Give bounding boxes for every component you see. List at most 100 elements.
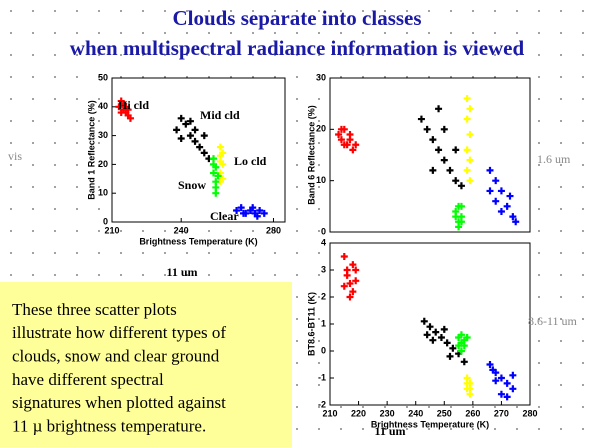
scatter-point [457,202,465,210]
note-line: signatures when plotted against [12,393,226,412]
scatter-point [209,160,217,168]
scatter-point [337,136,345,144]
annotation: Hi cld [118,98,149,112]
scatter-point [512,218,520,226]
scatter-point [497,390,505,398]
y-tick-label: -2 [318,399,326,409]
scatter-point [249,204,257,212]
scatter-point [455,223,463,231]
x-tick-label: 240 [408,408,423,418]
scatter-point [509,371,517,379]
x-caption: 11 um [374,424,405,438]
scatter-point [466,177,474,185]
scatter-point [423,331,431,339]
scatter-point [346,280,354,287]
y-tick-label: -1 [318,372,326,382]
scatter-point [492,377,500,385]
x-tick-label: 230 [380,408,395,418]
scatter-point [460,358,468,366]
x-axis-label: Brightness Temperature (K) [371,419,489,429]
scatter-point [186,117,194,125]
scatter-point [497,207,505,215]
y-axis-label: BT8.6-BT11 (K) [306,292,316,356]
scatter-point [349,146,357,154]
scatter-point [214,172,222,180]
slide-title: Clouds separate into classes [172,6,421,30]
scatter-point [200,132,208,140]
plot-frame [329,77,531,233]
note-line: clouds, snow and clear ground [12,347,220,366]
scatter-point [352,141,360,149]
scatter-point [120,100,128,108]
plot-frame [111,77,286,223]
scatter-point [437,334,445,341]
scatter-point [440,325,448,333]
scatter-point [509,385,517,393]
scatter-point [463,166,471,174]
scatter-point [335,130,343,138]
scatter-point [457,218,465,226]
scatter-point [509,213,517,221]
scatter-point [352,277,360,285]
scatter-point [216,158,224,166]
scatter-point [346,293,354,301]
scatter-point [486,187,494,195]
scatter-point [452,177,460,185]
x-tick-label: 280 [522,408,537,418]
scatter-point [177,134,185,142]
scatter-point [346,130,354,138]
y-tick-label: 40 [98,101,108,111]
scatter-point [177,114,185,122]
scatter-point [457,182,465,190]
y-tick-label: 3 [321,264,326,274]
scatter-point [466,130,474,138]
scatter-point [420,317,428,325]
x-tick-label: 240 [174,225,189,235]
y-axis-label: Band 6 Reflectance (%) [306,105,316,205]
scatter-point [457,347,465,355]
side-label: 8.6-11 um [528,314,578,328]
scatter-point [417,115,425,123]
scatter-point [435,146,443,154]
scatter-point [186,132,194,140]
scatter-point [486,166,494,174]
scatter-point [233,206,241,214]
x-axis-label: Brightness Temperature (K) [139,236,257,246]
scatter-point [117,109,125,117]
scatter-point [457,331,465,339]
scatter-point [253,212,261,220]
scatter-point [435,105,443,113]
note-line: 11 µ brightness temperature. [12,416,206,435]
scatter-point [492,177,500,185]
scatter-point [191,126,199,134]
y-tick-label: 50 [98,72,108,82]
scatter-point [352,266,360,274]
scatter-point [506,192,514,200]
scatter-point [126,114,134,122]
y-tick-label: 20 [316,124,326,134]
scatter-point [463,95,471,103]
scatter-point [446,352,454,360]
scatter-point [466,156,474,164]
scatter-point [452,146,460,154]
annotation: Clear [210,209,239,223]
y-tick-label: 0 [321,226,326,236]
note-line: illustrate how different types of [12,323,226,342]
y-tick-label: 10 [98,188,108,198]
scatter-point [503,393,511,401]
scatter-point [196,143,204,151]
scatter-point [426,323,434,331]
note-line: These three scatter plots [12,300,177,319]
scatter-point [503,202,511,210]
y-tick-label: 30 [98,130,108,140]
scatter-point [349,261,357,269]
scatter-point [212,189,220,197]
scatter-point [237,204,245,212]
x-tick-label: 210 [104,225,119,235]
scatter-point [497,374,505,382]
y-tick-label: 0 [103,216,108,226]
scatter-point [446,166,454,174]
x-tick-label: 260 [465,408,480,418]
y-tick-label: 10 [316,175,326,185]
scatter-point [200,149,208,157]
